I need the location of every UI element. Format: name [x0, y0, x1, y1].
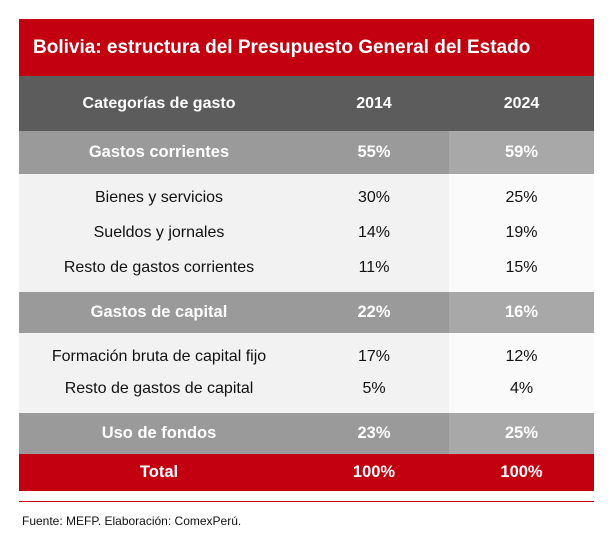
row-label: Gastos de capital [19, 292, 299, 333]
row-label: Bienes y servicios [19, 174, 299, 214]
table-header-row: Categorías de gasto 2014 2024 [19, 76, 594, 131]
row-label: Resto de gastos corrientes [19, 252, 299, 292]
table-title: Bolivia: estructura del Presupuesto Gene… [19, 19, 594, 76]
table-row: Bienes y servicios 30% 25% [19, 174, 594, 214]
budget-table-panel: Bolivia: estructura del Presupuesto Gene… [19, 19, 594, 491]
row-label: Gastos corrientes [19, 131, 299, 174]
value-2014: 5% [299, 373, 449, 413]
value-2014: 100% [299, 454, 449, 491]
value-2024: 100% [449, 454, 594, 491]
row-label: Sueldos y jornales [19, 214, 299, 252]
header-2014: 2014 [299, 76, 449, 131]
value-2014: 55% [299, 131, 449, 174]
header-category: Categorías de gasto [19, 76, 299, 131]
row-label: Total [19, 454, 299, 491]
value-2024: 59% [449, 131, 594, 174]
value-2014: 11% [299, 252, 449, 292]
value-2024: 25% [449, 413, 594, 454]
table-row: Formación bruta de capital fijo 17% 12% [19, 333, 594, 373]
bottom-divider [19, 501, 594, 502]
value-2014: 22% [299, 292, 449, 333]
value-2024: 12% [449, 333, 594, 373]
table-row: Resto de gastos corrientes 11% 15% [19, 252, 594, 292]
value-2024: 19% [449, 214, 594, 252]
value-2024: 15% [449, 252, 594, 292]
table-row: Sueldos y jornales 14% 19% [19, 214, 594, 252]
value-2024: 25% [449, 174, 594, 214]
value-2014: 14% [299, 214, 449, 252]
source-note: Fuente: MEFP. Elaboración: ComexPerú. [22, 514, 242, 528]
row-label: Formación bruta de capital fijo [19, 333, 299, 373]
table-row: Gastos de capital 22% 16% [19, 292, 594, 333]
value-2014: 17% [299, 333, 449, 373]
table-row: Gastos corrientes 55% 59% [19, 131, 594, 174]
table-row: Resto de gastos de capital 5% 4% [19, 373, 594, 413]
row-label: Resto de gastos de capital [19, 373, 299, 413]
total-row: Total 100% 100% [19, 454, 594, 491]
value-2024: 4% [449, 373, 594, 413]
value-2024: 16% [449, 292, 594, 333]
header-2024: 2024 [449, 76, 594, 131]
row-label: Uso de fondos [19, 413, 299, 454]
value-2014: 23% [299, 413, 449, 454]
table-row: Uso de fondos 23% 25% [19, 413, 594, 454]
budget-table: Categorías de gasto 2014 2024 Gastos cor… [19, 76, 594, 491]
value-2014: 30% [299, 174, 449, 214]
